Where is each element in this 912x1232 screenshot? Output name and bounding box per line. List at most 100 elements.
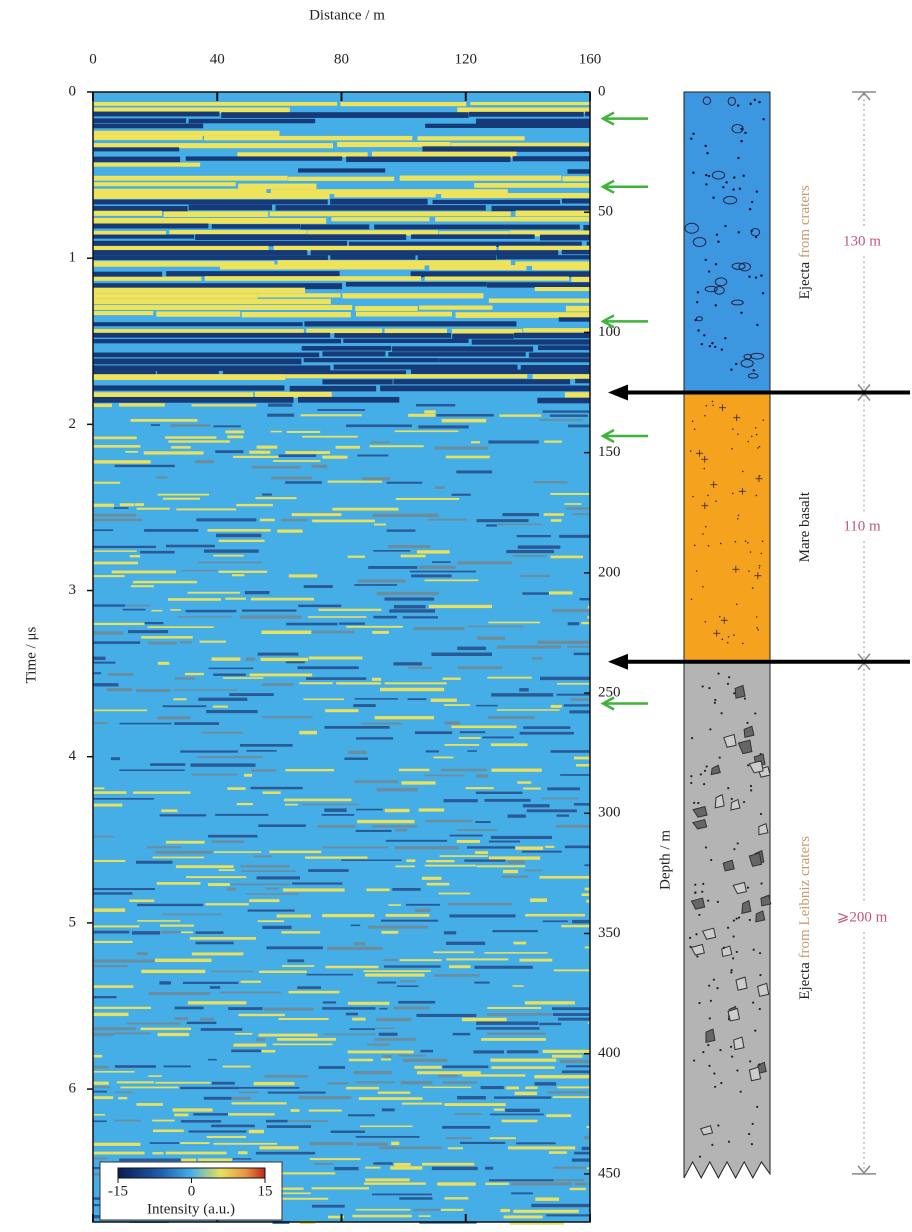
texture-stripe — [414, 1065, 442, 1069]
texture-stripe — [215, 450, 244, 454]
clast — [730, 798, 741, 811]
texture-stripe — [227, 787, 246, 790]
texture-stripe — [394, 846, 460, 850]
texture-stripe — [534, 287, 590, 292]
texture-stripe — [484, 798, 531, 802]
texture-stripe — [306, 677, 367, 680]
texture-stripe — [322, 379, 393, 385]
texture-stripe — [93, 1096, 114, 1100]
texture-stripe — [586, 899, 590, 903]
texture-stripe — [569, 1187, 586, 1191]
grain — [760, 274, 763, 277]
reflector-arrow — [600, 111, 648, 126]
grain — [714, 1085, 717, 1088]
texture-stripe — [586, 1167, 590, 1170]
texture-stripe — [549, 414, 588, 417]
texture-stripe — [456, 470, 493, 474]
texture-stripe — [400, 554, 426, 558]
texture-stripe — [457, 1095, 486, 1100]
texture-stripe — [401, 781, 436, 785]
texture-stripe — [285, 661, 305, 664]
grain — [694, 883, 697, 886]
texture-stripe — [486, 1032, 546, 1036]
texture-stripe — [431, 1166, 478, 1171]
grain — [737, 433, 739, 435]
grain — [750, 229, 753, 233]
texture-stripe — [339, 622, 365, 625]
grain — [705, 525, 707, 528]
grain — [703, 334, 706, 337]
texture-stripe — [465, 787, 494, 790]
grain — [690, 775, 693, 778]
grain — [751, 587, 754, 589]
y2-tick-label: 450 — [598, 1165, 621, 1181]
texture-stripe — [93, 365, 331, 371]
y-tick-label: 1 — [69, 250, 77, 266]
texture-stripe — [309, 1141, 354, 1146]
texture-stripe — [565, 305, 590, 312]
texture-stripe — [413, 1208, 441, 1212]
grain — [709, 728, 712, 731]
y2-tick-label: 300 — [598, 805, 621, 821]
texture-stripe — [523, 726, 571, 729]
texture-stripe — [440, 1208, 464, 1211]
texture-stripe — [544, 440, 562, 443]
texture-stripe — [132, 580, 198, 584]
texture-stripe — [433, 974, 480, 977]
grain — [701, 890, 704, 893]
texture-stripe — [176, 508, 237, 511]
texture-stripe — [511, 1182, 572, 1186]
texture-stripe — [424, 864, 477, 867]
texture-stripe — [93, 641, 141, 644]
texture-stripe — [236, 503, 273, 507]
texture-stripe — [260, 657, 309, 662]
grain — [733, 176, 736, 179]
texture-stripe — [197, 561, 263, 564]
texture-stripe — [228, 1113, 275, 1116]
texture-stripe — [481, 1038, 546, 1041]
grain — [757, 629, 760, 631]
texture-stripe — [433, 756, 454, 759]
texture-stripe — [556, 824, 590, 828]
texture-stripe — [156, 476, 168, 479]
texture-stripe — [393, 605, 426, 609]
texture-stripe — [422, 1086, 472, 1089]
texture-stripe — [141, 969, 206, 974]
grain — [750, 200, 754, 204]
texture-stripe — [382, 1055, 392, 1058]
grain — [708, 344, 712, 348]
texture-stripe — [233, 455, 279, 459]
grain — [697, 329, 700, 332]
texture-stripe — [247, 909, 295, 912]
x-axis-title: Distance / m — [309, 7, 385, 23]
texture-stripe — [424, 579, 479, 582]
texture-stripe — [357, 819, 415, 824]
texture-stripe — [398, 768, 430, 772]
texture-stripe — [447, 1147, 463, 1150]
texture-stripe — [519, 688, 529, 692]
texture-stripe — [379, 1007, 388, 1010]
texture-stripe — [476, 636, 505, 640]
grain — [747, 541, 749, 544]
texture-stripe — [253, 1081, 295, 1086]
texture-stripe — [203, 1096, 232, 1100]
texture-stripe — [355, 306, 418, 311]
texture-stripe — [174, 677, 196, 680]
texture-stripe — [229, 693, 274, 697]
grain — [747, 764, 750, 767]
x-tick-label: 80 — [334, 51, 349, 67]
texture-stripe — [424, 276, 570, 281]
clast — [750, 352, 765, 360]
texture-stripe — [373, 615, 397, 619]
texture-stripe — [421, 876, 442, 880]
texture-stripe — [264, 1074, 309, 1078]
texture-stripe — [399, 980, 417, 983]
grain — [712, 978, 715, 981]
colorbar-label: Intensity (a.u.) — [147, 1201, 235, 1217]
texture-stripe — [211, 224, 301, 229]
clast — [705, 1028, 716, 1043]
texture-stripe — [434, 486, 445, 489]
grain — [742, 800, 746, 804]
texture-stripe — [532, 374, 590, 379]
texture-stripe — [157, 716, 191, 720]
